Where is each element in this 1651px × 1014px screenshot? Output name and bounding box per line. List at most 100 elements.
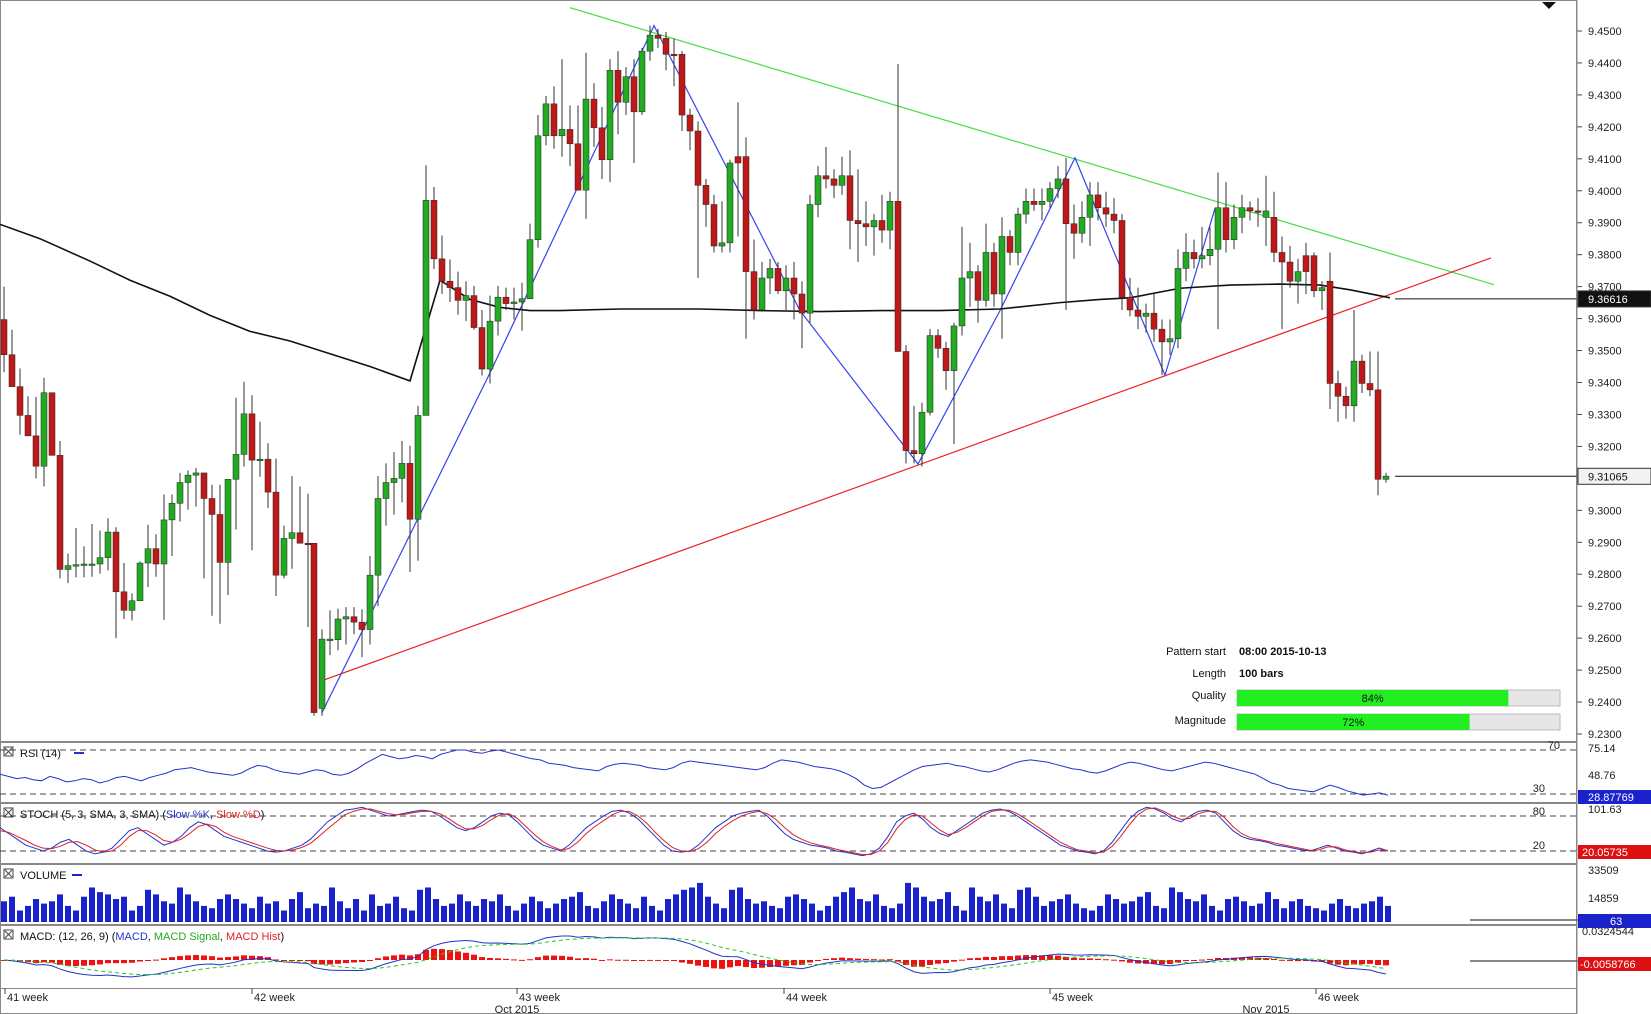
candle [902,345,910,464]
pattern-info: Pattern start 08:00 2015-10-13 Length 10… [1166,646,1561,731]
volume-bar [1145,892,1151,922]
volume-bar [761,901,767,922]
candle [958,226,966,336]
macd-hist-bar [153,959,159,961]
volume-bar [1313,908,1319,922]
candle [72,527,80,578]
volume-bar [569,896,575,922]
volume-bar [145,889,151,922]
candle [40,377,48,487]
macd-legend-hist: MACD Hist [226,931,280,943]
candle [1222,182,1230,253]
candle [686,108,694,151]
candle [1214,172,1222,330]
volume-bar [753,903,759,922]
macd-hist-bar [81,960,87,966]
macd-hist-bar [383,956,389,960]
macd-hist-bar [911,960,917,967]
macd-signal-line [3,937,1387,976]
volume-bar [921,896,927,922]
candle [112,527,120,639]
volume-bar [1137,896,1143,922]
candle [870,214,878,256]
macd-hist-bar [823,958,829,960]
volume-bar [1193,901,1199,922]
candle [310,542,318,716]
volume-bar [793,894,799,922]
macd-hist-bar [919,960,925,967]
macd-hist-bar [607,959,613,961]
y-tick-label: 9.4100 [1588,154,1622,166]
stoch-d-line [0,807,1389,855]
volume-bar [153,894,159,922]
macd-hist-bar [1207,959,1213,961]
macd-hist-bar [335,960,341,964]
macd-hist-bar [927,960,933,965]
y-tick-label: 9.3800 [1588,250,1622,262]
price-tag-label: 9.36616 [1588,294,1628,306]
macd-hist-bar [567,956,573,960]
macd-hist-bar [113,960,119,964]
candle [1286,246,1294,288]
macd-hist-bar [1023,955,1029,960]
volume-bar [81,896,87,922]
candle [120,563,128,619]
macd-hist-bar [839,957,845,960]
scroll-down-marker-icon[interactable] [1542,2,1556,9]
candle [574,105,582,191]
volume-bar [1009,908,1015,922]
y-tick-label: 9.2300 [1588,729,1622,741]
macd-hist-bar [639,960,645,961]
volume-bar [465,901,471,922]
volume-bar [257,896,263,922]
volume-bar [121,896,127,922]
macd-hist-bar [1015,955,1021,960]
volume-bar [529,896,535,922]
volume-bar [361,910,367,922]
volume-bar [289,899,295,922]
macd-hist-bar [623,959,629,961]
volume-bar [401,908,407,922]
candle [470,285,478,330]
candle [558,59,566,157]
macd-hist-bar [791,960,797,966]
macd-hist-bar [217,957,223,960]
macd-hist-bar [471,954,477,960]
macd-hist-bar [543,955,549,960]
candle [152,534,160,577]
macd-hist-bar [375,958,381,960]
volume-bar [113,899,119,922]
candle [1382,472,1390,483]
macd-hist-bar [487,957,493,960]
volume-bar [609,894,615,922]
volume-bar [1281,908,1287,922]
y-tick-label: 9.4000 [1588,186,1622,198]
volume-panel: VOLUME 33509 14859 63 [0,864,1651,928]
volume-bar [353,899,359,922]
macd-hist-bar [599,959,605,961]
candle [1318,281,1326,310]
candle [160,494,168,620]
candle [678,51,686,132]
volume-bar [1329,903,1335,922]
candle [814,166,822,218]
macd-hist-bar [775,960,781,967]
week-label: 45 week [1052,992,1093,1004]
candle [398,440,406,503]
candle [638,47,646,116]
candle [1062,157,1070,310]
stoch-legend-k: Slow %K [166,809,211,821]
macd-hist-bar [1143,960,1149,964]
candle [248,395,256,551]
candle [430,186,438,270]
macd-hist-bar [807,960,813,963]
volume-bar [697,882,703,922]
volume-bar [625,903,631,922]
stoch-panel: STOCH (5, 3, SMA, 3, SMA) (Slow %K, Slow… [0,803,1651,864]
macd-hist-bar [895,960,901,962]
length-value: 100 bars [1239,668,1284,680]
candle [240,381,248,467]
pattern-start-label: Pattern start [1166,646,1226,658]
candle [1102,191,1110,227]
macd-hist-bar [33,960,39,964]
